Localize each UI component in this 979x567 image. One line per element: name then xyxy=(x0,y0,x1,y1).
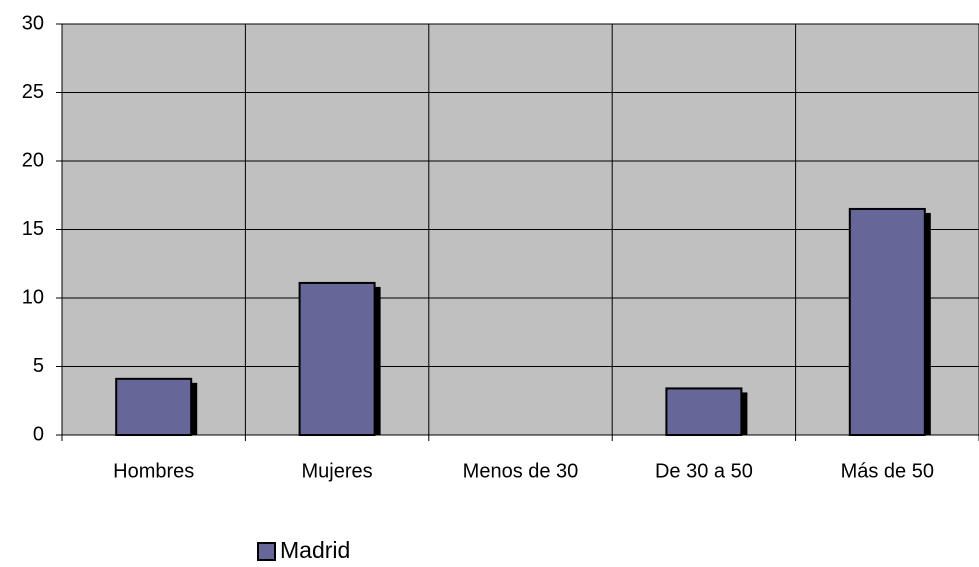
y-tick-label: 5 xyxy=(33,355,44,377)
bar xyxy=(298,281,376,436)
x-tick-label: Hombres xyxy=(113,460,194,482)
y-tick-label: 10 xyxy=(22,286,44,308)
legend-label: Madrid xyxy=(280,537,350,563)
y-tick-label: 20 xyxy=(22,149,44,171)
x-tick-label: De 30 a 50 xyxy=(655,460,753,482)
y-tick-label: 30 xyxy=(22,12,44,34)
y-tick-label: 25 xyxy=(22,81,44,103)
y-tick-label: 0 xyxy=(33,423,44,445)
x-tick-label: Más de 50 xyxy=(841,460,934,482)
x-tick-label: Menos de 30 xyxy=(463,460,579,482)
legend-swatch xyxy=(257,542,276,561)
bar xyxy=(848,207,926,436)
x-tick-label: Mujeres xyxy=(302,460,373,482)
y-tick-label: 15 xyxy=(22,218,44,240)
bar xyxy=(115,377,193,436)
bar xyxy=(665,387,743,437)
